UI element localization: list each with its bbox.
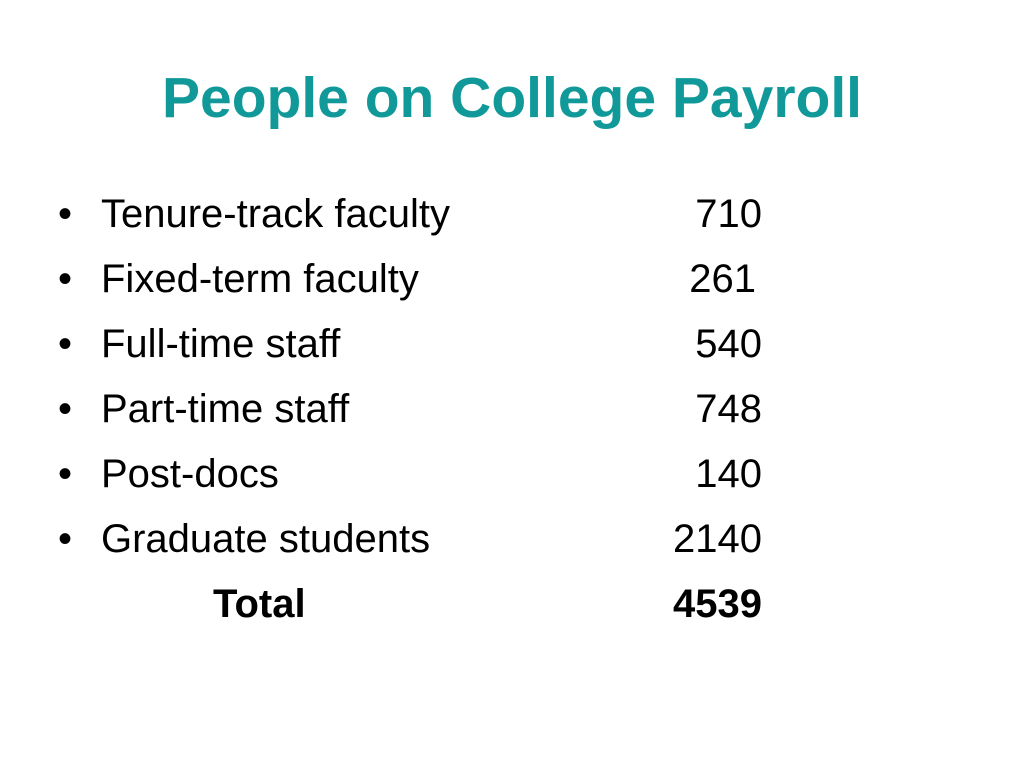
bullet-icon: • <box>58 322 73 366</box>
item-value: 710 <box>695 192 762 236</box>
bullet-icon: • <box>58 387 73 431</box>
item-label: Graduate students <box>101 517 431 561</box>
bullet-icon: • <box>58 257 73 301</box>
item-label: Post-docs <box>101 452 279 496</box>
list-item: • Fixed-term faculty 261 <box>0 247 1024 312</box>
total-row: Total 4539 <box>0 572 1024 637</box>
item-value: 540 <box>695 322 762 366</box>
item-label: Fixed-term faculty <box>101 257 419 301</box>
item-value: 261 <box>689 257 756 301</box>
item-label: Tenure-track faculty <box>101 192 451 236</box>
list-item: • Tenure-track faculty 710 <box>0 182 1024 247</box>
slide-title: People on College Payroll <box>161 66 862 130</box>
bullet-icon: • <box>58 452 73 496</box>
list-item: • Part-time staff 748 <box>0 377 1024 442</box>
item-label: Full-time staff <box>101 322 341 366</box>
item-value: 748 <box>695 387 762 431</box>
item-label: Part-time staff <box>101 387 350 431</box>
total-value: 4539 <box>673 582 762 626</box>
payroll-list: • Tenure-track faculty 710 • Fixed-term … <box>0 182 1024 637</box>
item-value: 140 <box>695 452 762 496</box>
list-item: • Full-time staff 540 <box>0 312 1024 377</box>
list-item: • Post-docs 140 <box>0 442 1024 507</box>
item-value: 2140 <box>673 517 762 561</box>
bullet-icon: • <box>58 192 73 236</box>
bullet-icon: • <box>58 517 73 561</box>
list-item: • Graduate students 2140 <box>0 507 1024 572</box>
total-label: Total <box>213 582 306 626</box>
